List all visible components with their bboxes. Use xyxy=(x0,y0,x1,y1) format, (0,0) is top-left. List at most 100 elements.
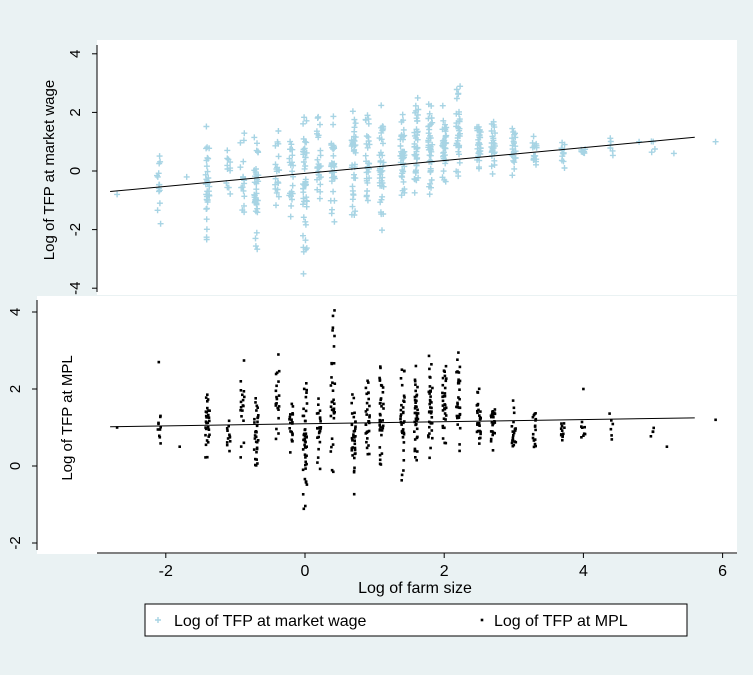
data-point xyxy=(479,417,482,420)
data-point xyxy=(413,438,417,441)
data-point xyxy=(353,448,357,452)
data-point xyxy=(427,435,430,439)
data-point xyxy=(350,449,354,452)
data-point xyxy=(512,406,516,410)
data-point xyxy=(255,149,262,156)
data-point xyxy=(366,408,369,411)
data-point xyxy=(455,168,461,175)
data-point xyxy=(380,405,383,408)
data-point xyxy=(301,145,308,152)
data-point xyxy=(352,492,356,496)
data-point xyxy=(511,140,517,146)
data-point xyxy=(351,212,358,218)
data-point xyxy=(428,367,431,371)
data-point xyxy=(427,354,431,358)
data-point xyxy=(534,412,537,415)
data-point xyxy=(363,169,370,176)
data-point xyxy=(256,439,260,442)
data-point xyxy=(206,398,210,401)
data-point xyxy=(562,432,565,436)
data-point xyxy=(402,421,405,425)
data-point xyxy=(314,176,320,183)
data-point xyxy=(415,106,422,113)
data-point xyxy=(512,431,516,435)
data-point xyxy=(348,143,355,150)
data-point xyxy=(364,197,371,204)
data-point xyxy=(476,390,479,394)
data-point xyxy=(611,422,615,426)
data-point xyxy=(379,365,382,368)
data-point xyxy=(443,374,447,378)
data-point xyxy=(350,401,353,405)
data-point xyxy=(440,149,447,156)
data-point xyxy=(442,133,449,140)
data-point xyxy=(272,175,279,182)
x-tick-label: -2 xyxy=(159,563,173,580)
data-point xyxy=(353,411,356,415)
data-point xyxy=(400,473,404,477)
data-point xyxy=(400,430,404,433)
data-point xyxy=(316,195,323,202)
data-point xyxy=(330,437,334,440)
bottom-plot-area xyxy=(37,296,737,554)
data-point xyxy=(354,421,357,424)
data-point xyxy=(367,397,370,401)
data-point xyxy=(456,403,459,406)
data-point xyxy=(364,188,371,194)
data-point xyxy=(416,408,419,412)
x-tick-label: 6 xyxy=(718,563,727,580)
data-point xyxy=(207,435,210,438)
data-point xyxy=(302,387,306,391)
data-point xyxy=(399,377,403,380)
data-point xyxy=(277,380,280,383)
data-point xyxy=(227,190,234,197)
data-point xyxy=(443,386,447,390)
data-point xyxy=(332,398,335,402)
data-point xyxy=(531,143,538,150)
data-point xyxy=(333,309,336,312)
data-point xyxy=(490,415,493,419)
data-point xyxy=(376,135,383,142)
data-point xyxy=(367,444,370,447)
data-point xyxy=(301,114,308,121)
data-point xyxy=(305,391,308,394)
data-point xyxy=(457,416,461,419)
data-point xyxy=(365,401,369,405)
data-point xyxy=(580,436,583,439)
data-point xyxy=(514,427,517,430)
data-point xyxy=(364,386,368,390)
data-point xyxy=(352,396,356,400)
data-point xyxy=(714,418,717,422)
data-point xyxy=(302,433,306,437)
data-point xyxy=(414,383,417,386)
data-point xyxy=(331,218,338,225)
data-point xyxy=(397,143,404,149)
data-point xyxy=(398,153,405,159)
data-point xyxy=(413,115,420,122)
data-point xyxy=(352,470,356,474)
data-point xyxy=(444,414,448,417)
data-point xyxy=(649,435,653,438)
data-point xyxy=(475,123,482,130)
top-data-points xyxy=(114,83,719,277)
data-point xyxy=(490,413,494,416)
data-point xyxy=(531,415,535,419)
data-point xyxy=(277,408,280,411)
data-point xyxy=(316,427,319,430)
data-point xyxy=(204,433,207,437)
data-point xyxy=(241,209,248,216)
data-point xyxy=(331,329,334,332)
data-point xyxy=(378,458,382,462)
data-point xyxy=(456,406,460,409)
data-point xyxy=(414,405,417,408)
data-point xyxy=(363,158,370,165)
data-point xyxy=(490,421,494,424)
data-point xyxy=(353,442,357,446)
data-point xyxy=(440,143,447,150)
data-point xyxy=(274,437,278,441)
data-point xyxy=(316,436,319,439)
data-point xyxy=(428,456,431,460)
data-point xyxy=(415,427,419,431)
data-point xyxy=(456,416,459,420)
data-point xyxy=(428,177,435,183)
